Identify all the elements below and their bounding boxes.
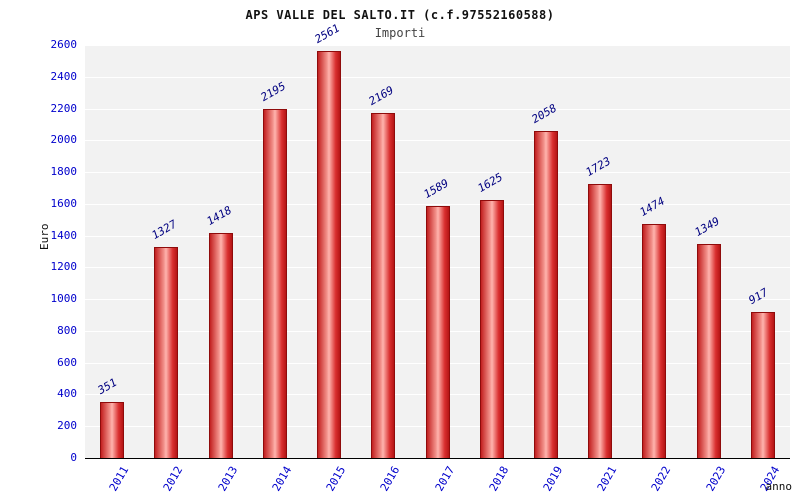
gridline xyxy=(85,172,790,174)
bar xyxy=(371,113,396,458)
x-tick-label: 2019 xyxy=(540,464,566,494)
x-tick-label: 2013 xyxy=(215,464,240,494)
chart-subtitle: Importi xyxy=(374,26,426,40)
y-tick-label: 800 xyxy=(57,323,77,337)
bar xyxy=(588,184,613,458)
bar xyxy=(642,223,667,458)
y-tick-label: 2600 xyxy=(50,38,78,51)
gridline xyxy=(85,140,790,142)
y-tick-label: 0 xyxy=(70,451,77,464)
bar xyxy=(425,205,450,458)
plot-area xyxy=(85,45,790,459)
bar xyxy=(533,131,558,458)
x-tick-label: 2021 xyxy=(594,464,620,494)
x-tick-label: 2015 xyxy=(323,464,349,494)
y-tick-label: 1800 xyxy=(50,165,78,179)
bar xyxy=(100,402,125,458)
y-tick-label: 2000 xyxy=(50,133,78,147)
y-tick-label: 600 xyxy=(57,355,77,369)
bar xyxy=(208,232,233,458)
x-tick-label: 2017 xyxy=(432,464,457,494)
gridline xyxy=(85,76,790,78)
x-tick-label: 2022 xyxy=(649,464,674,494)
bar xyxy=(154,247,179,458)
bar xyxy=(750,312,775,458)
x-tick-label: 2014 xyxy=(269,464,295,494)
y-tick-label: 1400 xyxy=(50,228,78,242)
x-axis-label: anno xyxy=(765,480,793,493)
y-axis-label: Euro xyxy=(38,223,51,251)
gridline xyxy=(85,203,790,205)
y-tick-label: 1000 xyxy=(50,292,78,306)
y-tick-label: 2200 xyxy=(50,101,78,115)
x-tick-label: 2011 xyxy=(106,464,132,494)
bar xyxy=(479,199,504,458)
gridline xyxy=(85,45,790,46)
x-tick-label: 2023 xyxy=(703,464,728,494)
x-tick-label: 2012 xyxy=(161,464,186,494)
y-tick-label: 2400 xyxy=(50,69,78,83)
x-tick-label: 2016 xyxy=(378,464,403,494)
bar xyxy=(696,243,721,458)
bar xyxy=(262,109,287,458)
y-tick-label: 400 xyxy=(57,387,77,401)
y-tick-label: 200 xyxy=(57,419,77,433)
gridline xyxy=(85,108,790,110)
chart-title: APS VALLE DEL SALTO.IT (c.f.97552160588) xyxy=(245,8,555,22)
x-tick-label: 2018 xyxy=(486,464,511,494)
bar xyxy=(317,51,342,458)
y-tick-label: 1600 xyxy=(50,196,78,210)
y-tick-label: 1200 xyxy=(50,260,78,274)
